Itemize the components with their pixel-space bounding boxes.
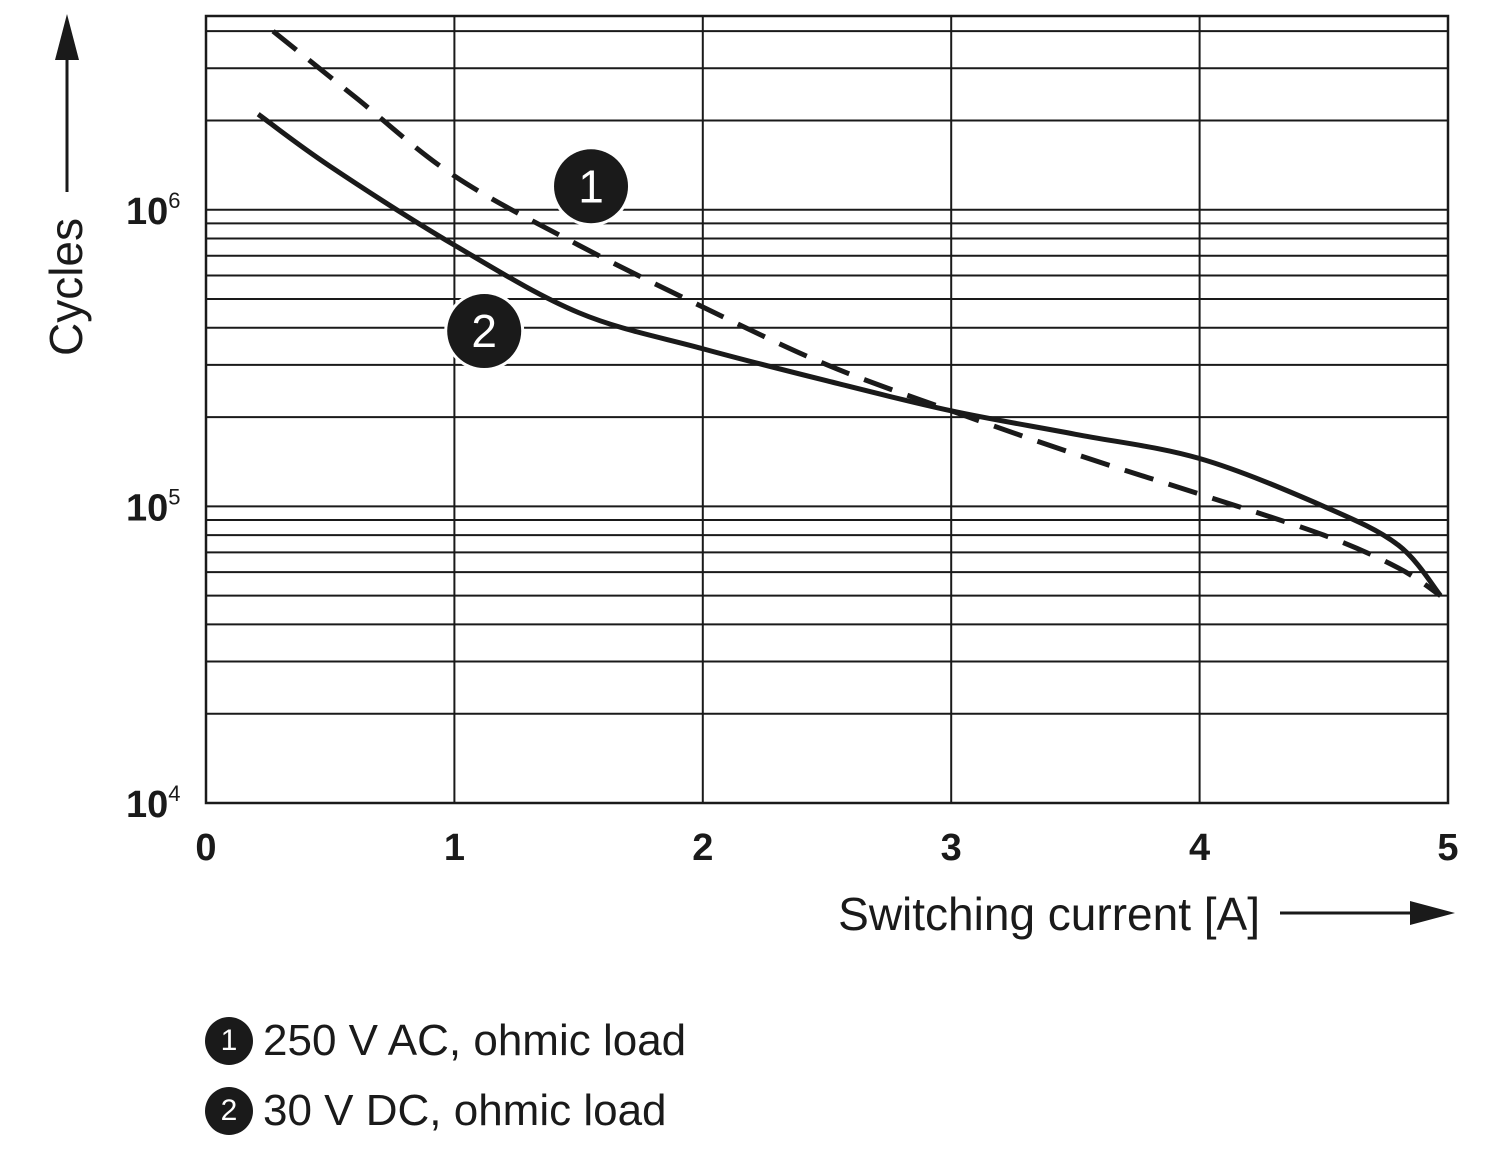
y-axis-title-group: Cycles [40,14,92,356]
grid [204,14,1450,805]
x-tick-label: 2 [692,827,713,869]
legend-item-2: 2 30 V DC, ohmic load [205,1086,667,1136]
plot-frame [204,14,1450,805]
x-tick-label: 0 [195,827,216,869]
y-tick-label: 106 [126,188,181,233]
ticks: 0 1 2 3 4 5 104 105 106 [126,188,1459,869]
y-tick-label: 104 [126,781,181,826]
series-line-1 [271,29,1442,598]
marker-1-label: 1 [578,160,604,212]
legend-item-1: 1 250 V AC, ohmic load [205,1016,686,1066]
legend-label-1: 250 V AC, ohmic load [263,1016,687,1065]
marker-1-icon [554,149,629,224]
x-axis-arrow-icon [1410,901,1455,925]
marker-2-label: 2 [471,305,497,357]
series-lines [256,29,1443,598]
y-tick-label: 105 [126,484,181,529]
y-axis-arrow-icon [55,14,79,60]
legend-label-2: 30 V DC, ohmic load [263,1086,667,1135]
marker-1-icon: 1 [205,1017,253,1065]
marker-2-icon: 2 [205,1087,253,1135]
series-markers: 12 [444,146,632,372]
x-axis-title-group: Switching current [A] [838,888,1455,940]
marker-2-icon [447,294,522,369]
x-axis-title: Switching current [A] [838,888,1260,940]
x-tick-label: 5 [1437,827,1458,869]
x-tick-label: 3 [941,827,962,869]
x-tick-label: 4 [1189,827,1210,869]
y-axis-title: Cycles [40,218,92,356]
x-tick-label: 1 [444,827,465,869]
series-line-2 [256,112,1443,598]
